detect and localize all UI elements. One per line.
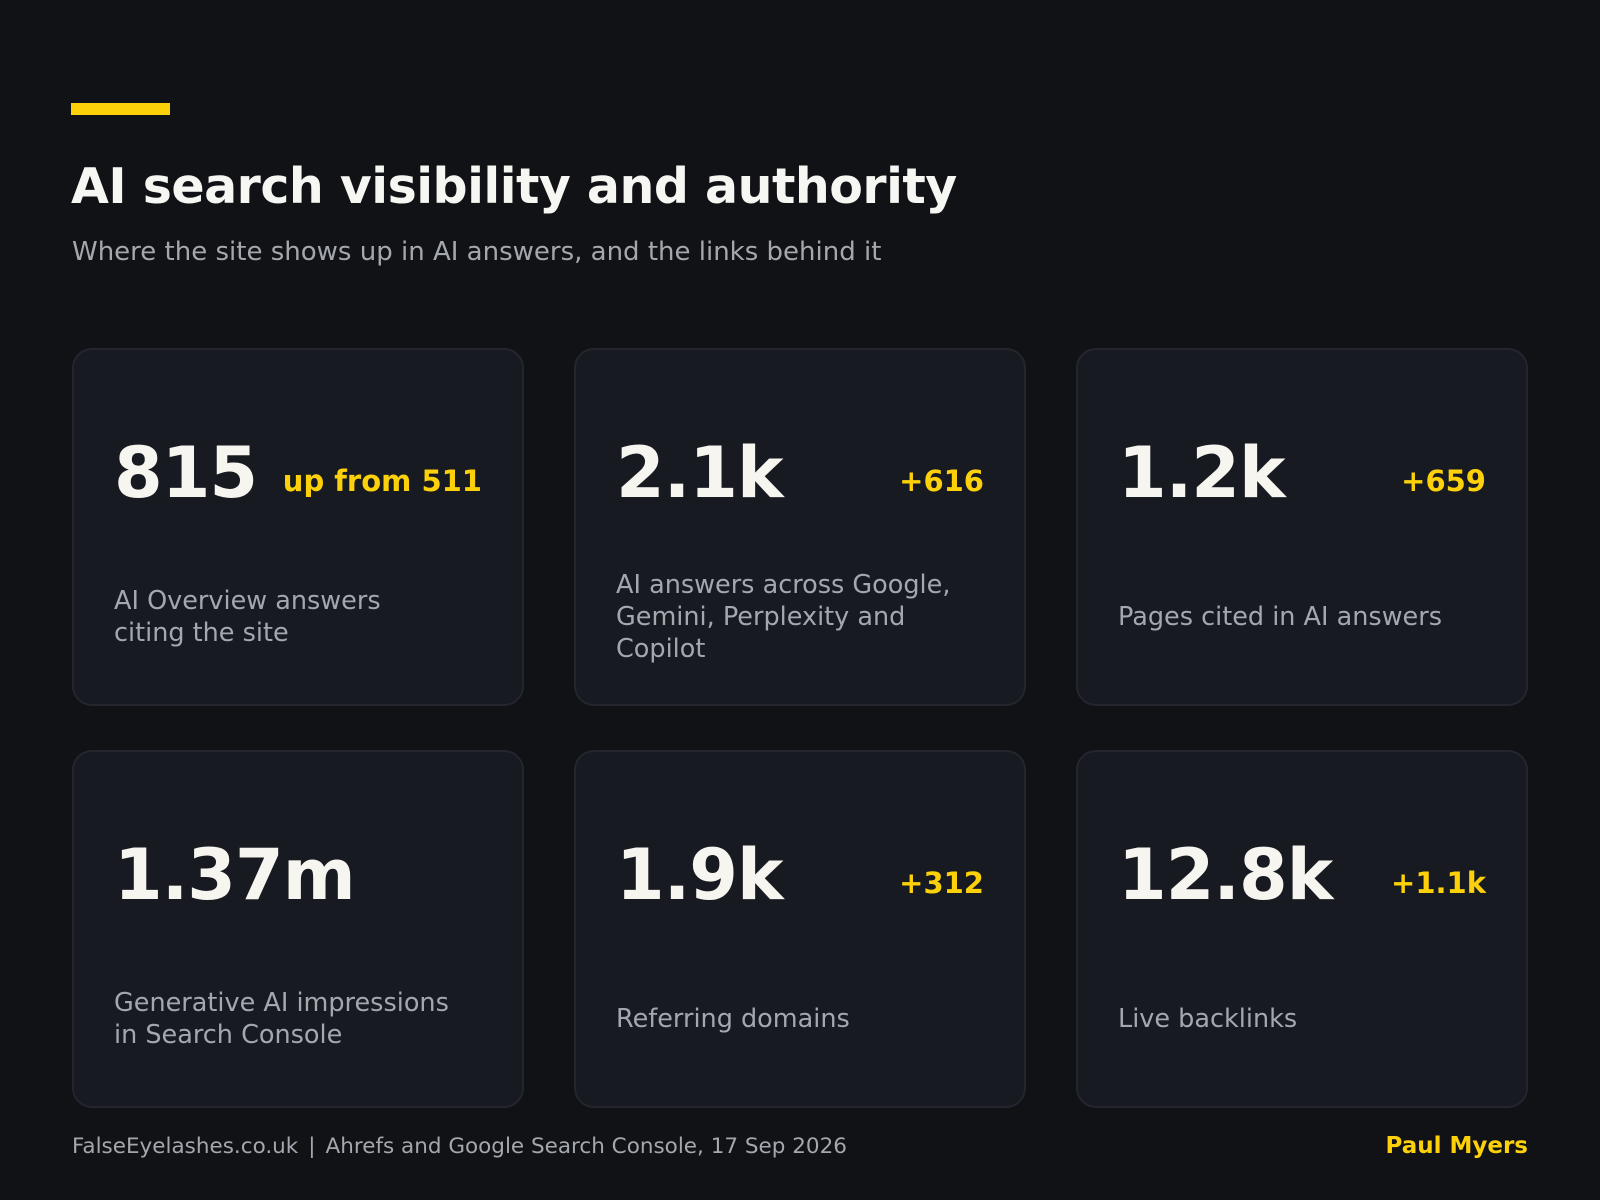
metric-card-ai-answers: 2.1k +616 AI answers across Google, Gemi… bbox=[574, 348, 1026, 706]
metric-delta: +1.1k bbox=[1391, 866, 1486, 900]
footer-source-text: Ahrefs and Google Search Console, 17 Sep… bbox=[325, 1134, 847, 1159]
metric-card-ai-overview: 815 up from 511 AI Overview answers citi… bbox=[72, 348, 524, 706]
metric-delta: +312 bbox=[899, 866, 984, 900]
metric-label-wrap: AI answers across Google, Gemini, Perple… bbox=[616, 570, 996, 664]
metric-value: 1.2k bbox=[1118, 432, 1286, 514]
metric-label-wrap: Referring domains bbox=[616, 984, 996, 1054]
metric-card-referring-domains: 1.9k +312 Referring domains bbox=[574, 750, 1026, 1108]
metric-value: 2.1k bbox=[616, 432, 784, 514]
metric-label: AI answers across Google, Gemini, Perple… bbox=[616, 570, 951, 664]
metric-delta: up from 511 bbox=[282, 464, 482, 498]
metric-label: Generative AI impressions in Search Cons… bbox=[114, 988, 449, 1050]
metric-label-wrap: AI Overview answers citing the site bbox=[114, 582, 494, 652]
metric-value: 12.8k bbox=[1118, 834, 1333, 916]
footer-source: FalseEyelashes.co.uk | Ahrefs and Google S… bbox=[72, 1134, 847, 1159]
metric-card-pages-cited: 1.2k +659 Pages cited in AI answers bbox=[1076, 348, 1528, 706]
footer-separator: | bbox=[308, 1134, 316, 1159]
metrics-grid: 815 up from 511 AI Overview answers citi… bbox=[72, 348, 1528, 1108]
metric-card-backlinks: 12.8k +1.1k Live backlinks bbox=[1076, 750, 1528, 1108]
accent-bar bbox=[71, 103, 170, 115]
metric-label: AI Overview answers citing the site bbox=[114, 586, 381, 648]
metric-delta: +616 bbox=[899, 464, 984, 498]
metric-label: Referring domains bbox=[616, 1004, 850, 1034]
page-subtitle: Where the site shows up in AI answers, a… bbox=[72, 237, 882, 267]
metric-value: 815 bbox=[114, 432, 258, 514]
page-title: AI search visibility and authority bbox=[71, 158, 957, 215]
metric-value: 1.9k bbox=[616, 834, 784, 916]
metric-label-wrap: Pages cited in AI answers bbox=[1118, 582, 1498, 652]
metric-value: 1.37m bbox=[114, 834, 356, 916]
metric-label-wrap: Generative AI impressions in Search Cons… bbox=[114, 984, 494, 1054]
metric-label: Pages cited in AI answers bbox=[1118, 602, 1443, 632]
metric-label-wrap: Live backlinks bbox=[1118, 984, 1498, 1054]
metric-card-impressions: 1.37m Generative AI impressions in Searc… bbox=[72, 750, 524, 1108]
footer-site: FalseEyelashes.co.uk bbox=[72, 1134, 299, 1159]
footer-author: Paul Myers bbox=[1385, 1133, 1528, 1159]
metric-delta: +659 bbox=[1401, 464, 1486, 498]
metric-label: Live backlinks bbox=[1118, 1004, 1298, 1034]
